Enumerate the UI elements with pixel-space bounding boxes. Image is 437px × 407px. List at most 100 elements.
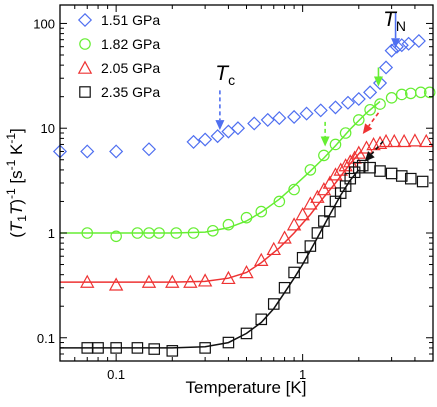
legend-entry: 1.51 GPa: [77, 12, 160, 28]
legend-label: 1.51 GPa: [101, 12, 160, 28]
series-1: [52, 33, 426, 159]
data-point: [295, 207, 310, 221]
data-point: [395, 170, 408, 182]
data-point: [110, 230, 122, 243]
legend-entry: 2.35 GPa: [79, 84, 160, 100]
data-point: [303, 196, 318, 210]
annotation-tn: TN: [383, 8, 406, 34]
data-point: [230, 121, 246, 136]
data-point: [328, 100, 343, 115]
data-point: [296, 251, 309, 264]
series-3: [80, 133, 434, 291]
arrow-head: [364, 151, 375, 162]
legend-marker: [77, 60, 93, 74]
data-point: [333, 162, 348, 176]
data-point: [359, 140, 374, 154]
data-point: [352, 114, 365, 126]
data-point: [239, 265, 254, 279]
arrow-head: [373, 76, 383, 87]
arrow-6: [364, 140, 384, 162]
arrow-shaft: [368, 112, 380, 127]
data-point: [286, 217, 302, 231]
data-point: [165, 274, 180, 288]
data-point: [109, 144, 124, 159]
y-tick-label: 10: [41, 121, 55, 136]
data-point: [419, 133, 434, 148]
data-point: [141, 274, 157, 288]
data-point: [247, 116, 262, 131]
x-axis-label: Temperature [K]: [186, 378, 307, 397]
data-point: [186, 134, 201, 149]
series-4: [81, 159, 429, 357]
data-point: [92, 342, 104, 354]
axis-ticks: 0.1 1 0.1 1 10 100: [33, 5, 434, 382]
arrow-3: [373, 67, 383, 87]
data-point: [148, 343, 161, 355]
legend-label: 2.05 GPa: [101, 60, 160, 76]
data-point: [183, 274, 198, 288]
legend-marker: [77, 12, 93, 28]
data-point: [364, 103, 376, 116]
data-point: [411, 33, 426, 49]
data-point: [339, 127, 352, 139]
data-point: [322, 175, 338, 189]
arrow-4: [320, 121, 330, 147]
data-point: [423, 86, 436, 99]
y-tick-label: 100: [33, 16, 55, 31]
data-point: [299, 106, 314, 121]
data-point: [266, 241, 281, 256]
data-point: [404, 172, 417, 185]
arrow-1: [391, 11, 401, 49]
data-point: [222, 218, 235, 231]
plot-frame: [59, 4, 434, 362]
fit-curve-1: [60, 100, 381, 234]
data-point: [170, 227, 183, 239]
data-point: [221, 270, 236, 285]
annotation-tc: Tc: [215, 62, 235, 88]
data-point: [108, 277, 124, 291]
x-tick-label: 1: [299, 367, 306, 382]
data-point: [207, 224, 219, 237]
data-point: [389, 39, 404, 54]
arrow-head: [391, 38, 401, 49]
data-point: [153, 227, 165, 239]
data-point: [347, 150, 362, 164]
data-point: [197, 273, 213, 287]
data-point: [374, 165, 386, 177]
data-point: [316, 182, 332, 196]
data-point: [304, 240, 317, 252]
data-point: [396, 133, 412, 148]
data-point: [199, 342, 211, 354]
data-point: [288, 183, 300, 196]
data-point: [378, 60, 394, 75]
data-point: [385, 92, 398, 104]
data-point: [352, 161, 365, 174]
data-point: [80, 274, 95, 288]
data-point: [110, 342, 122, 354]
plot-layer: [52, 33, 436, 357]
data-point: [141, 142, 157, 157]
data-point: [81, 227, 94, 239]
data-point: [287, 109, 302, 125]
legend-marker: [79, 38, 91, 50]
data-point: [372, 75, 388, 91]
data-point: [344, 172, 357, 185]
data-point: [187, 227, 200, 239]
data-point: [80, 144, 95, 159]
legend-entry: 1.82 GPa: [79, 36, 160, 52]
series-2: [81, 86, 436, 243]
data-point: [407, 133, 423, 147]
y-axis-label: (T1T)-1 [s-1 K-1]: [4, 128, 29, 238]
data-point: [240, 211, 253, 224]
data-point: [385, 167, 398, 180]
data-point: [254, 252, 269, 266]
data-point: [378, 133, 394, 148]
legend-marker: [79, 86, 91, 98]
data-point: [372, 135, 388, 149]
data-point: [340, 95, 356, 110]
data-point: [338, 158, 353, 172]
data-point: [240, 327, 253, 340]
fit-curve-2: [60, 151, 362, 283]
data-point: [267, 298, 280, 310]
